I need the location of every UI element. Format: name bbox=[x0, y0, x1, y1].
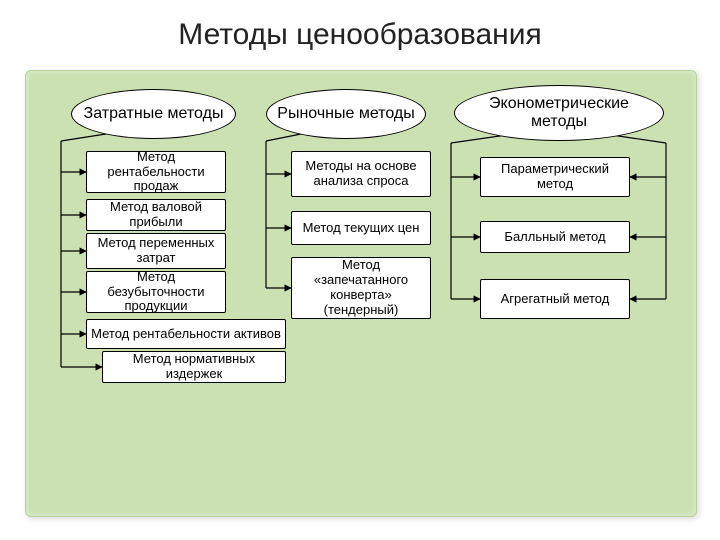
item-market-2: Метод «запечатанного конверта» (тендерны… bbox=[291, 257, 431, 319]
slide-title: Методы ценообразования bbox=[0, 18, 720, 52]
item-market-1: Метод текущих цен bbox=[291, 211, 431, 245]
group-header-econ: Эконометрические методы bbox=[454, 85, 664, 141]
item-econ-0: Параметрический метод bbox=[480, 157, 630, 197]
item-cost-5: Метод нормативных издержек bbox=[102, 351, 286, 383]
item-market-0: Методы на основе анализа спроса bbox=[291, 151, 431, 197]
group-header-cost: Затратные методы bbox=[71, 89, 236, 139]
item-cost-1: Метод валовой прибыли bbox=[86, 199, 226, 231]
diagram-panel: Затратные методы Метод рентабельности про… bbox=[25, 70, 697, 517]
item-econ-1: Балльный метод bbox=[480, 221, 630, 253]
item-cost-3: Метод безубыточности продукции bbox=[86, 271, 226, 313]
item-cost-4: Метод рентабельности активов bbox=[86, 319, 286, 349]
item-cost-2: Метод переменных затрат bbox=[86, 233, 226, 269]
item-econ-2: Агрегатный метод bbox=[480, 279, 630, 319]
group-header-market: Рыночные методы bbox=[266, 89, 426, 139]
item-cost-0: Метод рентабельности продаж bbox=[86, 151, 226, 193]
